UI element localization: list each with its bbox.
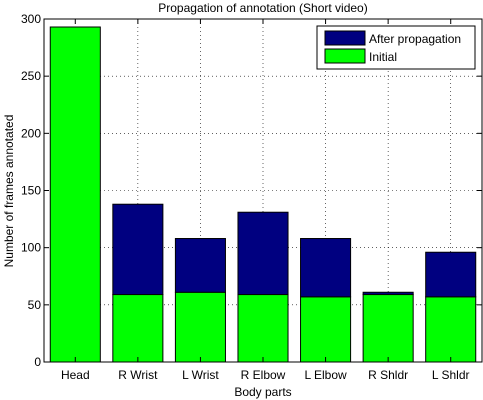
y-tick-label: 300 xyxy=(21,12,41,26)
legend-swatch xyxy=(324,48,366,64)
x-tick-label: Head xyxy=(61,368,90,382)
bar-segment xyxy=(237,294,289,363)
y-tick-label: 0 xyxy=(34,355,41,369)
x-tick-label: R Shldr xyxy=(368,368,408,382)
legend-label: After propagation xyxy=(369,32,461,46)
bar-segment xyxy=(174,291,226,363)
y-tick-label: 150 xyxy=(21,184,41,198)
x-tick-label: L Shldr xyxy=(432,368,470,382)
legend: After propagation Initial xyxy=(316,25,476,70)
bar-segment xyxy=(425,251,477,298)
bar-segment xyxy=(112,203,164,296)
x-tick-label: L Wrist xyxy=(182,368,219,382)
x-tick-label: L Elbow xyxy=(304,368,347,382)
y-tick-label: 50 xyxy=(28,298,42,312)
y-axis-label: Number of frames annotated xyxy=(2,115,16,268)
bar-segment xyxy=(300,238,352,298)
x-axis-label: Body parts xyxy=(234,385,291,399)
bar-segment xyxy=(237,211,289,296)
bar-segment xyxy=(425,296,477,363)
x-tick-label: R Elbow xyxy=(241,368,286,382)
y-tick-label: 250 xyxy=(21,69,41,83)
bar-segment xyxy=(300,296,352,363)
legend-swatch xyxy=(324,30,366,46)
bar-segment xyxy=(362,291,414,296)
x-tick-label: R Wrist xyxy=(118,368,158,382)
y-tick-label: 200 xyxy=(21,126,41,140)
plot-area: 0 50 100 150 200 250 300 Head R Wrist L Wrist R El… xyxy=(21,12,483,382)
bar-segment xyxy=(49,26,101,363)
bar-segment xyxy=(174,238,226,293)
chart-title: Propagation of annotation (Short video) xyxy=(158,1,367,15)
y-tick-label: 100 xyxy=(21,241,41,255)
legend-label: Initial xyxy=(369,50,397,64)
bar-segment xyxy=(362,294,414,363)
bar-segment xyxy=(112,294,164,363)
